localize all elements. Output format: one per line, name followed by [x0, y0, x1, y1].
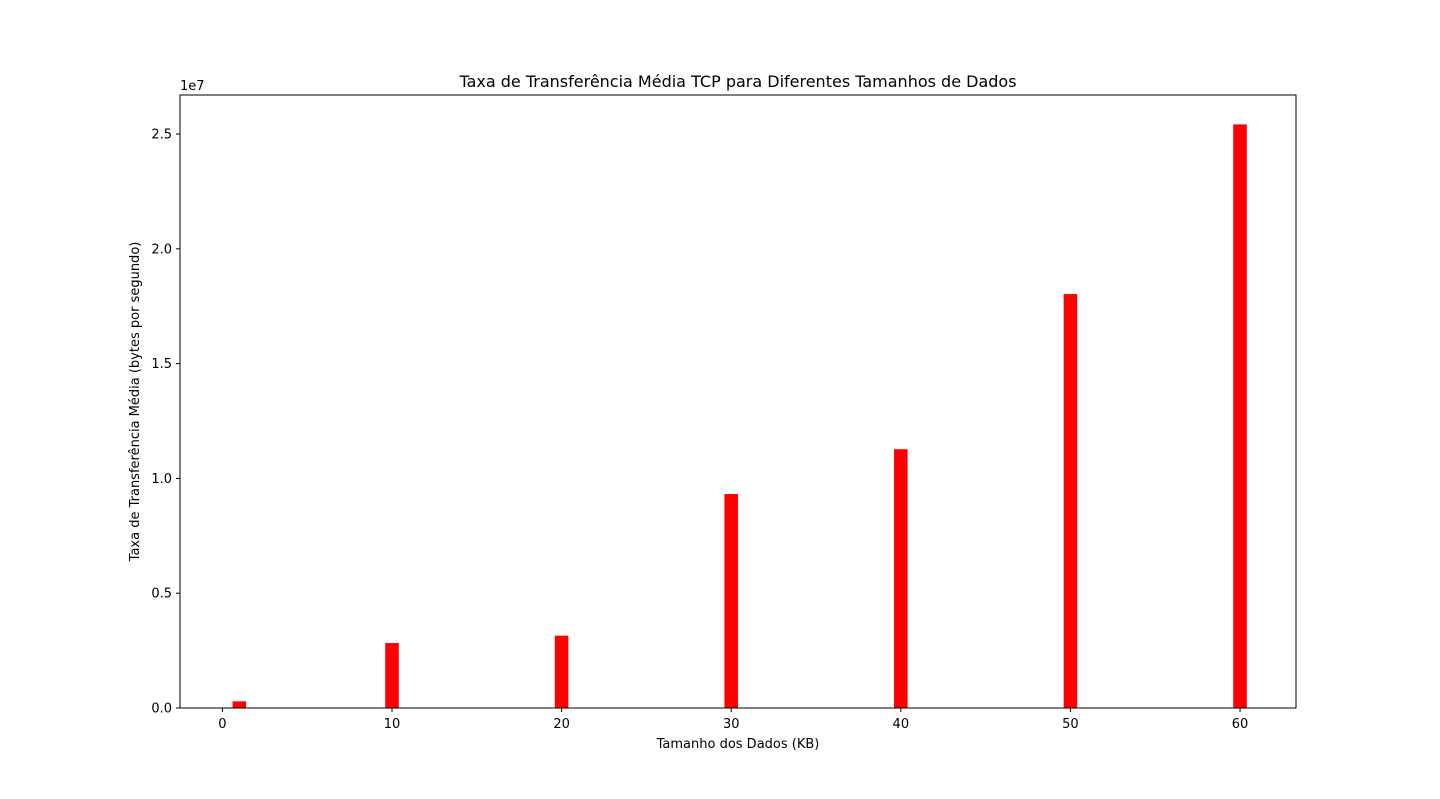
bar-60 [1233, 124, 1247, 708]
x-tick-label: 50 [1062, 717, 1079, 732]
x-axis: 0 10 20 30 40 50 60 [218, 708, 1248, 732]
y-axis-offset-label: 1e7 [180, 79, 205, 94]
y-tick-label: 1.5 [151, 357, 172, 372]
y-tick-label: 2.5 [151, 128, 172, 143]
y-axis: 0.0 0.5 1.0 1.5 2.0 2.5 [151, 128, 180, 717]
x-tick-label: 60 [1232, 717, 1249, 732]
y-tick-label: 2.0 [151, 242, 172, 257]
bar-20 [554, 635, 569, 708]
x-tick-label: 20 [553, 717, 570, 732]
bar-10 [385, 643, 399, 708]
bar-1 [232, 701, 247, 708]
x-tick-label: 40 [893, 717, 910, 732]
plot-area-frame [179, 94, 1297, 709]
bar-40 [894, 449, 908, 708]
y-tick-label: 1.0 [151, 472, 172, 487]
y-tick-label: 0.5 [151, 587, 172, 602]
bar-30 [724, 494, 738, 708]
x-tick-label: 30 [723, 717, 740, 732]
bars-layer [232, 124, 1247, 708]
y-axis-label: Taxa de Transferência Média (bytes por s… [128, 242, 143, 563]
y-tick-label: 0.0 [151, 702, 172, 717]
x-tick-label: 10 [384, 717, 401, 732]
bar-50 [1063, 294, 1078, 708]
x-tick-label: 0 [218, 717, 226, 732]
x-axis-label: Tamanho dos Dados (KB) [656, 737, 820, 752]
chart-title: Taxa de Transferência Média TCP para Dif… [458, 72, 1016, 91]
